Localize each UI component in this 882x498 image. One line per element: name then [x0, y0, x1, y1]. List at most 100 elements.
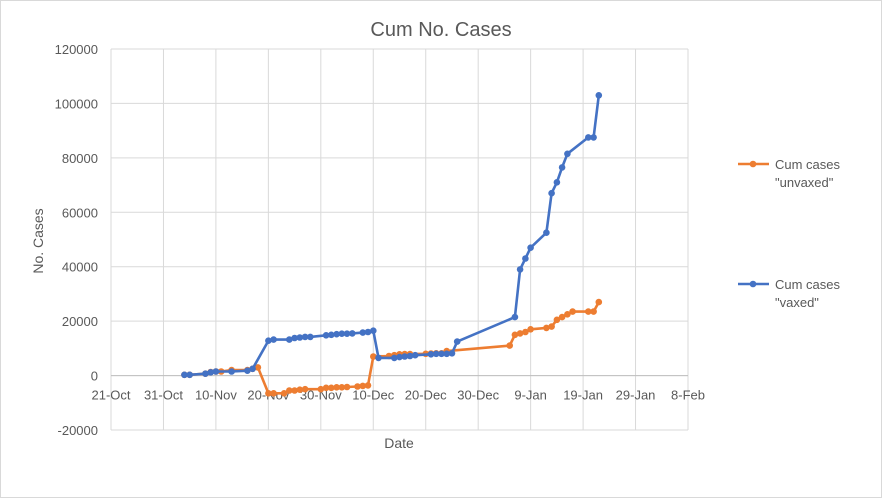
data-point — [543, 229, 550, 236]
data-point — [585, 134, 592, 141]
data-point — [527, 244, 534, 251]
x-tick-labels: 21-Oct31-Oct10-Nov20-Nov30-Nov10-Dec20-D… — [91, 388, 704, 403]
data-point — [548, 189, 555, 197]
data-point — [280, 390, 288, 397]
y-tick-labels: 120000 100000 80000 60000 40000 20000 0 -20000 — [55, 42, 98, 438]
data-point — [328, 384, 335, 392]
data-point — [343, 330, 351, 338]
data-point — [270, 390, 277, 397]
data-point — [354, 383, 361, 390]
data-point — [333, 330, 340, 338]
data-point — [595, 92, 603, 99]
data-point — [291, 334, 298, 342]
data-point — [411, 351, 419, 359]
y-tick-label: -20000 — [58, 423, 98, 438]
data-point — [322, 332, 330, 339]
data-point — [343, 383, 351, 391]
data-point — [569, 308, 576, 315]
data-point — [391, 354, 398, 362]
data-point — [553, 179, 561, 186]
x-tick-label: 21-Oct — [91, 388, 130, 403]
data-point — [506, 342, 513, 349]
x-tick-label: 30-Dec — [457, 388, 499, 403]
data-point — [364, 382, 372, 389]
data-point — [516, 266, 524, 273]
legend-marker — [749, 280, 757, 288]
data-point — [564, 311, 571, 318]
legend: Cum cases "unvaxed" Cum cases "vaxed" — [738, 157, 841, 310]
data-point — [370, 353, 377, 360]
y-tick-label: 40000 — [62, 260, 98, 275]
data-point — [349, 330, 356, 337]
x-tick-label: 19-Jan — [563, 388, 603, 403]
data-point — [265, 390, 272, 397]
data-point — [401, 353, 409, 360]
data-point — [265, 337, 272, 345]
data-point — [333, 384, 340, 391]
data-point — [359, 329, 367, 336]
data-point — [338, 330, 346, 338]
data-point — [548, 323, 555, 330]
data-point — [186, 371, 193, 379]
y-tick-label: 80000 — [62, 151, 98, 166]
data-point — [301, 333, 309, 341]
x-tick-label: 10-Nov — [195, 388, 237, 403]
gridlines — [110, 48, 689, 431]
series-line — [184, 95, 601, 377]
y-tick-label: 120000 — [55, 42, 98, 57]
data-point — [286, 387, 293, 394]
data-point — [590, 308, 597, 315]
data-point — [511, 313, 519, 321]
y-tick-label: 60000 — [62, 205, 98, 220]
data-point — [317, 385, 325, 393]
data-point — [558, 313, 566, 321]
legend-item-1: Cum cases "unvaxed" — [738, 157, 841, 190]
data-point — [516, 330, 524, 337]
data-point — [370, 327, 377, 335]
data-point — [438, 350, 445, 358]
x-tick-label: 20-Dec — [405, 388, 447, 403]
series-1 — [181, 298, 603, 397]
series-2 — [181, 92, 603, 379]
data-point — [527, 326, 534, 333]
data-point — [364, 328, 372, 336]
data-point — [307, 333, 314, 341]
data-point — [301, 385, 309, 393]
data-point — [595, 298, 603, 306]
data-point — [375, 354, 382, 362]
y-tick-label: 100000 — [55, 96, 98, 111]
y-tick-label: 0 — [91, 369, 98, 384]
data-point — [202, 370, 209, 378]
data-point — [181, 371, 188, 379]
legend-label: Cum cases "vaxed" — [775, 277, 841, 310]
data-point — [254, 364, 262, 371]
x-tick-label: 30-Nov — [300, 388, 342, 403]
data-point — [553, 316, 561, 324]
data-point — [296, 386, 304, 394]
data-point — [427, 351, 435, 358]
data-point — [522, 328, 529, 336]
data-point — [443, 350, 451, 358]
data-point — [286, 336, 293, 343]
data-point — [396, 353, 403, 361]
data-point — [432, 350, 440, 358]
data-point — [511, 331, 519, 339]
data-point — [453, 338, 461, 345]
chart-title: Cum No. Cases — [370, 19, 511, 41]
data-point — [249, 365, 256, 373]
data-point — [328, 331, 335, 339]
data-point — [296, 334, 304, 341]
data-point — [322, 384, 330, 392]
data-point — [359, 382, 367, 390]
x-tick-label: 8-Feb — [671, 388, 705, 403]
x-tick-label: 29-Jan — [616, 388, 656, 403]
data-point — [585, 308, 592, 315]
data-point — [590, 134, 597, 141]
data-point — [558, 164, 566, 171]
y-tick-label: 20000 — [62, 314, 98, 329]
data-point — [228, 368, 235, 375]
x-tick-label: 31-Oct — [144, 388, 183, 403]
legend-item-2: Cum cases "vaxed" — [738, 277, 841, 310]
